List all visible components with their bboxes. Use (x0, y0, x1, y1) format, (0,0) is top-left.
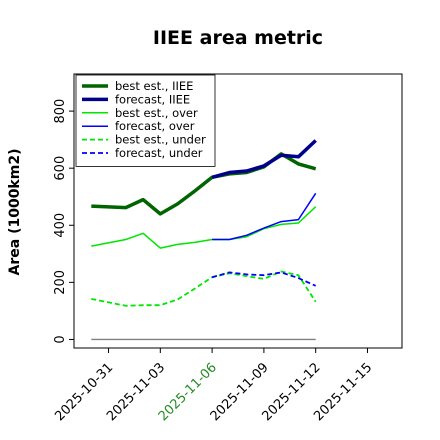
y-tick-label: 400 (53, 213, 68, 238)
legend-label: forecast, IIEE (115, 92, 190, 106)
legend-label: best est., over (115, 106, 198, 120)
y-tick-label: 200 (53, 270, 68, 295)
series-line-4 (212, 192, 317, 241)
legend-label: best est., IIEE (115, 79, 193, 93)
chart-title: IIEE area metric (153, 27, 323, 49)
plot-frame (73, 73, 403, 349)
legend-box (75, 74, 216, 167)
series-line-6 (211, 271, 317, 287)
plot-area (91, 139, 317, 341)
series-line-3 (91, 206, 317, 249)
y-tick-label: 0 (53, 335, 68, 343)
legend-label: forecast, over (115, 119, 195, 133)
legend-label: forecast, under (115, 146, 203, 160)
legend-label: best est., under (115, 133, 206, 147)
series-line-2 (211, 139, 317, 179)
series-line-5 (91, 270, 317, 307)
y-tick-label: 800 (53, 99, 68, 124)
y-axis-title: Area (1000km2) (7, 149, 23, 276)
y-tick-label: 600 (53, 156, 68, 181)
